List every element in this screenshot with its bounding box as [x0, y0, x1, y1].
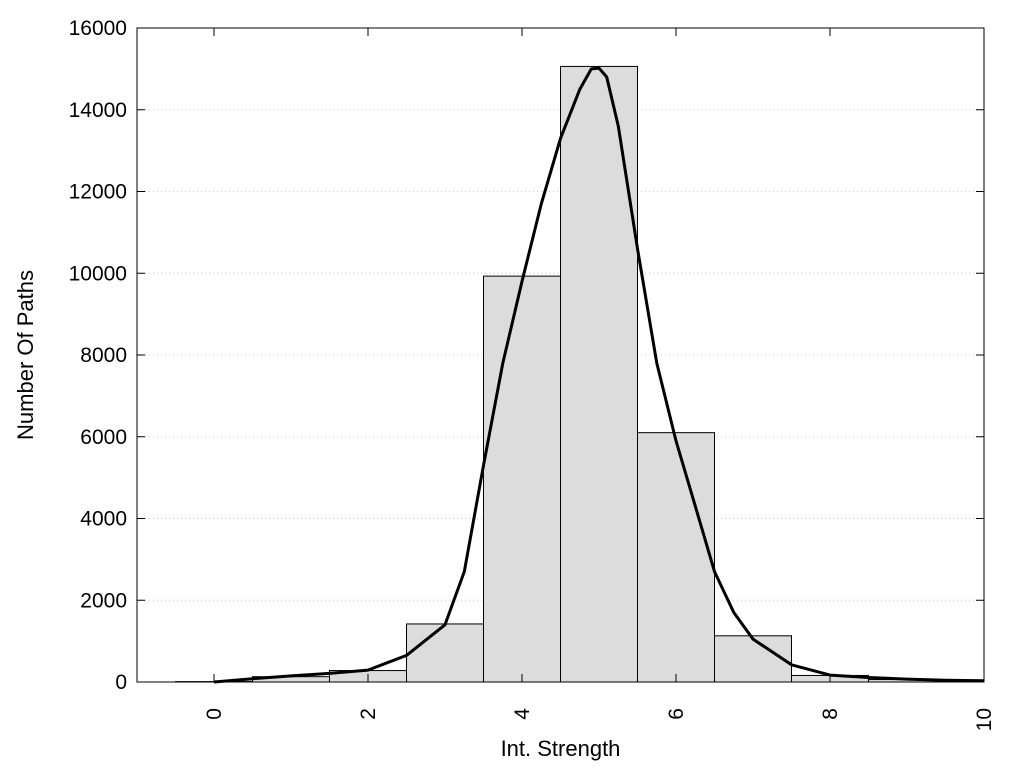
y-tick-label: 0: [115, 671, 127, 694]
histogram-bar: [406, 623, 484, 683]
y-axis-title: Number Of Paths: [13, 270, 38, 440]
histogram-bars: [175, 65, 985, 683]
histogram-bar: [637, 432, 715, 683]
x-tick-label: 4: [511, 708, 534, 720]
density-curve-layer: [213, 66, 985, 684]
y-tick-label: 8000: [80, 344, 127, 367]
y-tick-label: 4000: [80, 508, 127, 531]
y-tick-label: 12000: [69, 181, 127, 204]
x-axis-title: Int. Strength: [501, 736, 621, 761]
y-tick-label: 6000: [80, 426, 127, 449]
histogram-bar: [560, 65, 638, 683]
x-tick-label: 8: [819, 708, 842, 720]
density-curve: [213, 66, 985, 684]
histogram-bar: [483, 275, 561, 683]
axis-ticks: 0 2000 4000 6000 8000 10000 12000 14000 16000 0 2 4…: [69, 17, 996, 731]
y-tick-label: 10000: [69, 262, 127, 285]
y-tick-label: 2000: [80, 589, 127, 612]
x-tick-label: 2: [357, 708, 380, 720]
y-tick-label: 16000: [69, 17, 127, 40]
x-tick-label: 0: [203, 708, 226, 720]
x-tick-label: 6: [665, 708, 688, 720]
x-tick-label: 10: [973, 708, 996, 731]
y-tick-label: 14000: [69, 99, 127, 122]
histogram-bar: [714, 635, 792, 683]
